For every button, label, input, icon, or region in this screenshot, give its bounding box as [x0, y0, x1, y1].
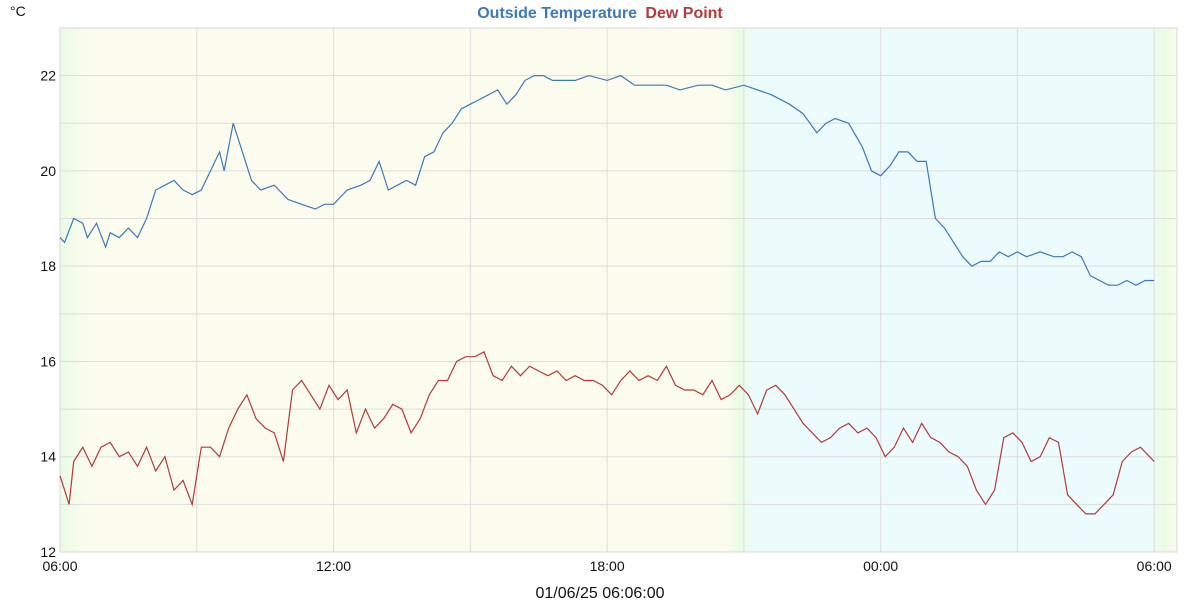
timestamp-footer: 01/06/25 06:06:00 — [535, 585, 664, 600]
series-line-outside-temperature — [59, 74, 1155, 286]
series-line-dew-point — [59, 351, 1155, 515]
grid — [59, 27, 1178, 553]
x-tick-label: 06:00 — [42, 558, 77, 574]
x-tick-label: 00:00 — [863, 558, 898, 574]
band-dawn — [60, 28, 88, 552]
y-tick-label: 12 — [40, 544, 56, 560]
x-tick-label: 12:00 — [316, 558, 351, 574]
band-night-1 — [743, 28, 1155, 552]
y-tick-label: 16 — [40, 353, 56, 369]
y-tick-label: 14 — [40, 449, 56, 465]
x-tick-label: 18:00 — [590, 558, 625, 574]
band-dusk — [725, 28, 753, 552]
day-night-bands — [60, 28, 1177, 552]
x-tick-label: 06:00 — [1137, 558, 1172, 574]
y-tick-label: 20 — [40, 163, 56, 179]
band-day-0 — [60, 28, 744, 552]
chart-title: Outside Temperature Dew Point — [477, 5, 723, 22]
y-axis-unit-label: °C — [10, 3, 26, 19]
y-tick-label: 18 — [40, 258, 56, 274]
legend-dew-point: Dew Point — [645, 5, 723, 22]
legend-outside-temperature: Outside Temperature — [477, 5, 637, 22]
x-axis: 06:00 12:00 18:00 00:00 06:00 — [42, 558, 1171, 574]
plot-frame — [59, 27, 1178, 553]
y-tick-label: 22 — [40, 68, 56, 84]
y-axis: 12 14 16 18 20 22 — [40, 68, 56, 560]
